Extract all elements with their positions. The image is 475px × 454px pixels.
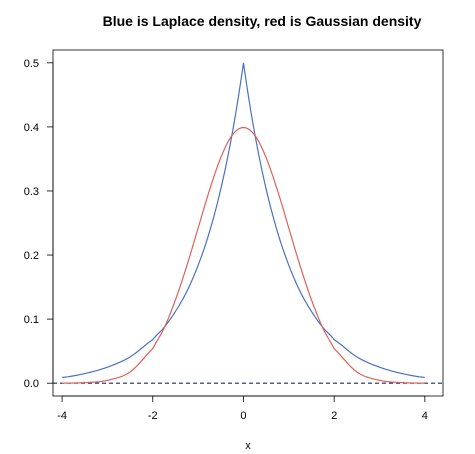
chart-title: Blue is Laplace density, red is Gaussian…	[103, 13, 422, 29]
y-tick-label: 0.1	[24, 314, 39, 326]
y-tick-label: 0.5	[24, 58, 39, 70]
y-tick-label: 0.4	[24, 122, 39, 134]
x-tick-label: 4	[422, 410, 428, 422]
y-tick-label: 0.0	[24, 378, 39, 390]
x-tick-label: 2	[331, 410, 337, 422]
x-tick-label: -4	[57, 410, 67, 422]
x-axis-label: x	[245, 440, 251, 449]
x-tick-label: 0	[240, 410, 246, 422]
plot-frame	[52, 49, 444, 397]
x-tick-label: -2	[148, 410, 158, 422]
y-axis: 0.0 0.1 0.2 0.3 0.4 0.5	[24, 58, 54, 390]
y-tick-label: 0.2	[24, 250, 39, 262]
y-tick-label: 0.3	[24, 186, 39, 198]
series-line-0	[62, 62, 425, 379]
x-axis: -4 -2 0 2 4	[57, 395, 428, 422]
series-line-1	[62, 126, 425, 384]
series-group	[62, 62, 425, 384]
